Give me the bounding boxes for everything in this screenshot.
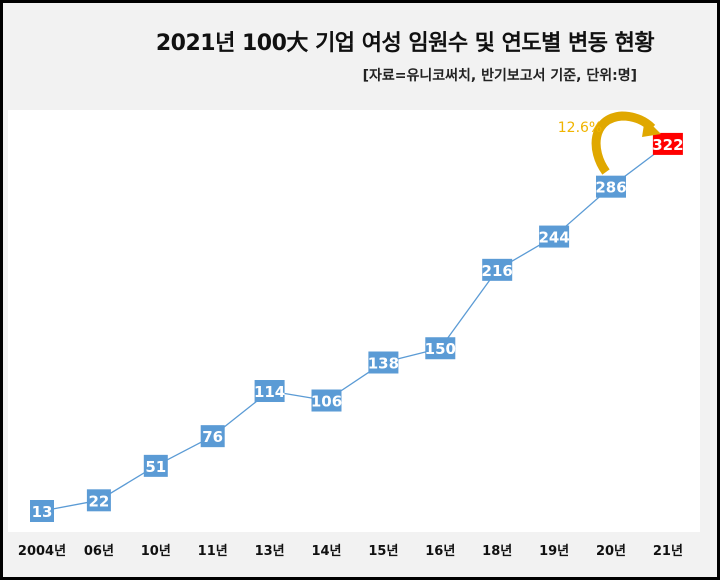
x-tick-label: 10년 [141, 544, 171, 559]
line-segment [439, 269, 498, 349]
x-tick-label: 13년 [255, 544, 285, 559]
data-marker [254, 380, 285, 403]
data-marker [539, 225, 570, 248]
data-label: 22 [88, 492, 109, 510]
data-label: 138 [368, 355, 399, 373]
x-tick-label: 15년 [368, 544, 398, 559]
x-tick-label: 19년 [539, 544, 569, 559]
data-marker [311, 389, 342, 412]
data-label: 244 [538, 229, 569, 247]
data-label: 76 [202, 428, 223, 446]
data-label: 216 [482, 262, 513, 280]
x-tick-label: 11년 [198, 544, 228, 559]
data-marker [368, 351, 399, 374]
x-tick-label: 18년 [482, 544, 512, 559]
data-label: 13 [32, 503, 53, 521]
x-tick-label: 20년 [596, 544, 626, 559]
x-tick-label: 14년 [311, 544, 341, 559]
data-label: 286 [595, 179, 626, 197]
data-marker [652, 132, 683, 155]
data-label: 322 [652, 136, 683, 154]
data-label: 114 [254, 383, 285, 401]
data-marker [425, 337, 456, 360]
x-tick-label: 2004년 [18, 544, 66, 559]
data-marker [143, 454, 168, 477]
data-marker [30, 500, 54, 522]
growth-annotation: 12.6% [558, 120, 602, 136]
x-tick-label: 06년 [84, 544, 114, 559]
chart-subtitle: [자료=유니코써치, 반기보고서 기준, 단위:명] [362, 68, 637, 84]
plot-area [8, 110, 700, 532]
data-label: 150 [425, 340, 456, 358]
data-marker [482, 258, 513, 281]
data-marker [200, 425, 225, 448]
data-marker [596, 175, 626, 198]
x-tick-label: 16년 [425, 544, 455, 559]
data-marker [86, 489, 111, 512]
chart-title: 2021년 100大 기업 여성 임원수 및 연도별 변동 현황 [155, 31, 655, 56]
arrow-head-icon [642, 118, 661, 137]
data-label: 51 [145, 458, 166, 476]
x-tick-label: 21년 [653, 544, 683, 559]
data-label: 106 [311, 393, 342, 411]
